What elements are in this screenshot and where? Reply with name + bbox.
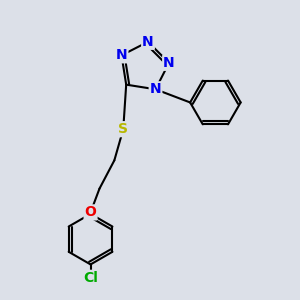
- Text: O: O: [85, 206, 97, 219]
- Text: Cl: Cl: [83, 271, 98, 285]
- Text: N: N: [142, 35, 154, 49]
- Text: N: N: [116, 48, 127, 62]
- Text: S: S: [118, 122, 128, 136]
- Text: N: N: [150, 82, 161, 96]
- Text: N: N: [163, 56, 175, 70]
